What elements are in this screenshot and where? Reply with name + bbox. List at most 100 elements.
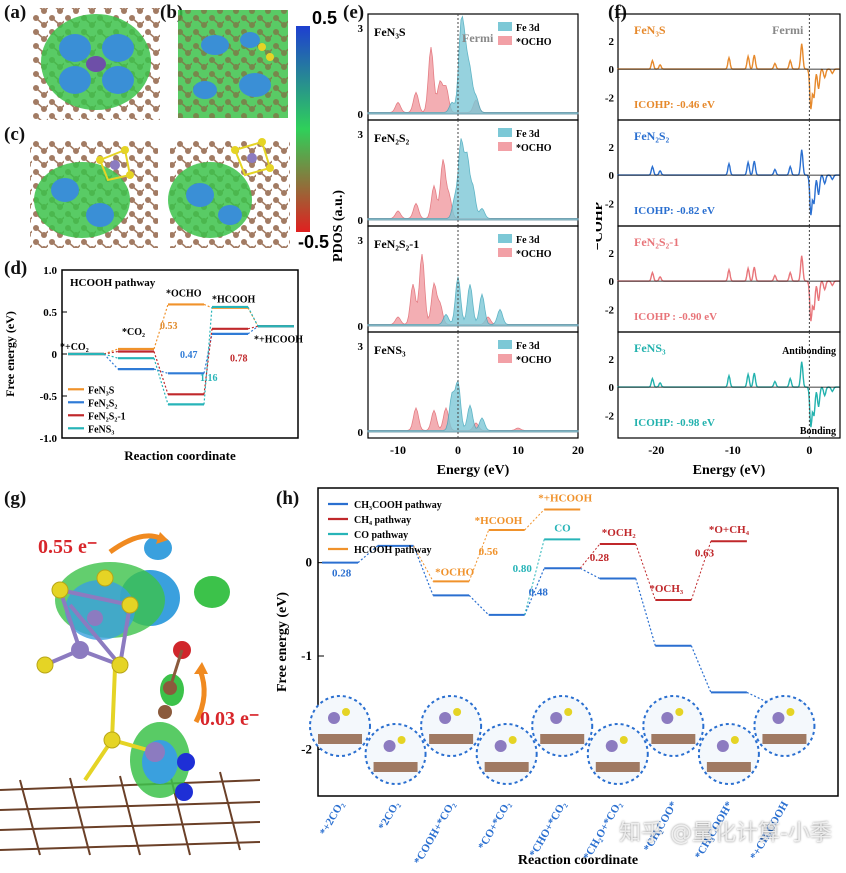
legend-label: FeNS₃ <box>88 424 114 435</box>
chart-h: 0 -1 -2 Free energy (eV) Reaction coordinate… <box>275 487 839 868</box>
substrate <box>595 762 640 772</box>
legend-label: Fe 3d <box>516 129 540 140</box>
state-label: *OCH₃ <box>649 583 684 595</box>
connector <box>153 351 169 395</box>
panel-label-f: (f) <box>608 2 627 23</box>
cluster-atom <box>716 740 729 752</box>
legend-label: CH₄ pathway <box>354 515 411 526</box>
legend-swatch <box>498 340 512 349</box>
y-tick-label: 3 <box>358 23 364 35</box>
legend-swatch <box>498 128 512 137</box>
colorbar <box>296 26 310 232</box>
fe3d-pdos <box>367 15 579 115</box>
connector <box>247 307 259 327</box>
subpanel-title: FeN₂S₂-1 <box>374 237 419 251</box>
cluster-atom <box>439 712 452 724</box>
substrate <box>706 762 751 772</box>
barrier-label: 1.16 <box>200 373 218 384</box>
legend-label: FeN₂S₂ <box>88 398 117 409</box>
y-axis-label: PDOS (a.u.) <box>331 190 346 262</box>
connector <box>203 333 213 374</box>
cluster-atom <box>342 708 350 716</box>
substrate <box>540 734 585 744</box>
state-label: *HCOOH <box>212 294 256 305</box>
legend-swatch <box>498 248 512 257</box>
substrate <box>484 762 529 772</box>
charge-label-top: 0.55 e⁻ <box>38 536 98 558</box>
legend-label: *OCHO <box>516 37 552 48</box>
x-tick-label: 10 <box>512 443 524 457</box>
y-tick-label: 0 <box>358 215 364 227</box>
y-tick-label: 0 <box>609 170 615 182</box>
barrier-label: 0.53 <box>160 321 178 332</box>
connector <box>153 358 169 405</box>
x-tick-label: -20 <box>648 443 664 457</box>
fermi-label: Fermi <box>772 23 804 37</box>
cluster-atom <box>675 708 684 716</box>
icohp-label: ICOHP: -0.82 eV <box>634 205 715 217</box>
connector <box>103 348 119 355</box>
connector <box>103 350 119 355</box>
cluster-atom <box>397 736 406 744</box>
intermediate-structure <box>697 723 760 785</box>
subpanel-frame <box>617 331 841 439</box>
charge-label-bottom: 0.03 e⁻ <box>200 708 260 730</box>
icohp-label: ICOHP: -0.46 eV <box>634 99 715 111</box>
intermediate-structure <box>753 695 816 757</box>
substrate <box>318 734 362 744</box>
y-axis-label: −COHP <box>596 201 606 250</box>
substrate <box>651 734 696 744</box>
y-tick-label: 0 <box>52 349 58 361</box>
state-label: *CO₂ <box>122 327 145 338</box>
y-tick-label: 3 <box>358 341 364 353</box>
panel-label-g: (g) <box>4 488 27 509</box>
intermediate-structure <box>475 723 538 785</box>
chart-title: HCOOH pathway <box>70 277 156 289</box>
cluster-atom <box>453 708 462 716</box>
x-axis-label: Energy (eV) <box>693 463 766 478</box>
subpanel-title: FeN₂S₂ <box>634 129 670 143</box>
subpanel-title: FeN₃S <box>634 23 666 37</box>
subpanel-title: FeNS₃ <box>374 343 406 357</box>
y-tick-label: 1.0 <box>43 265 57 277</box>
antibonding-label: Antibonding <box>782 346 836 357</box>
icohp-label: ICOHP : -0.90 eV <box>634 311 717 323</box>
connector <box>103 353 119 370</box>
connector <box>247 325 259 330</box>
legend-label: *OCHO <box>516 355 552 366</box>
y-tick-label: 0.5 <box>43 307 57 319</box>
legend-label: *OCHO <box>516 143 552 154</box>
legend-swatch <box>498 142 512 151</box>
legend-label: Fe 3d <box>516 341 540 352</box>
connector <box>468 529 490 582</box>
value-label: 0.56 <box>479 546 499 558</box>
x-tick-label: 20 <box>572 443 584 457</box>
y-tick-label: 0 <box>609 276 615 288</box>
fermi-label: Fermi <box>462 31 494 45</box>
legend-swatch <box>498 234 512 243</box>
subpanel-title: FeN₂S₂-1 <box>634 235 679 249</box>
cluster-atom <box>730 736 739 744</box>
plot-frame <box>317 487 839 797</box>
cluster-atom <box>619 736 628 744</box>
connector <box>524 568 545 616</box>
cluster-atom <box>564 708 573 716</box>
chart-e: FeN₃S Fe 3d *OCHO 0 3 FeN₂S₂ Fe 3d *OCHO 0 3 FeN₂S… <box>331 13 584 478</box>
cohp-curve <box>617 43 840 110</box>
x-tick-label: 0 <box>806 443 812 457</box>
cohp-curve <box>617 255 840 322</box>
x-category-label: *CO+*CO₂ <box>476 799 514 852</box>
connector <box>635 543 656 601</box>
connector <box>746 691 767 703</box>
state-label: *+HCOOH <box>538 492 592 504</box>
legend-label: Fe 3d <box>516 23 540 34</box>
y-tick-label: 2 <box>609 142 615 154</box>
fe3d-pdos <box>367 138 579 221</box>
connector <box>203 328 213 395</box>
y-tick-label: -0.5 <box>40 391 58 403</box>
legend-label: CO pathway <box>354 530 408 541</box>
y-tick-label: 0 <box>358 321 364 333</box>
legend-label: FeN₃S <box>88 385 115 396</box>
cluster-atom <box>328 712 340 724</box>
y-tick-label: 3 <box>358 129 364 141</box>
